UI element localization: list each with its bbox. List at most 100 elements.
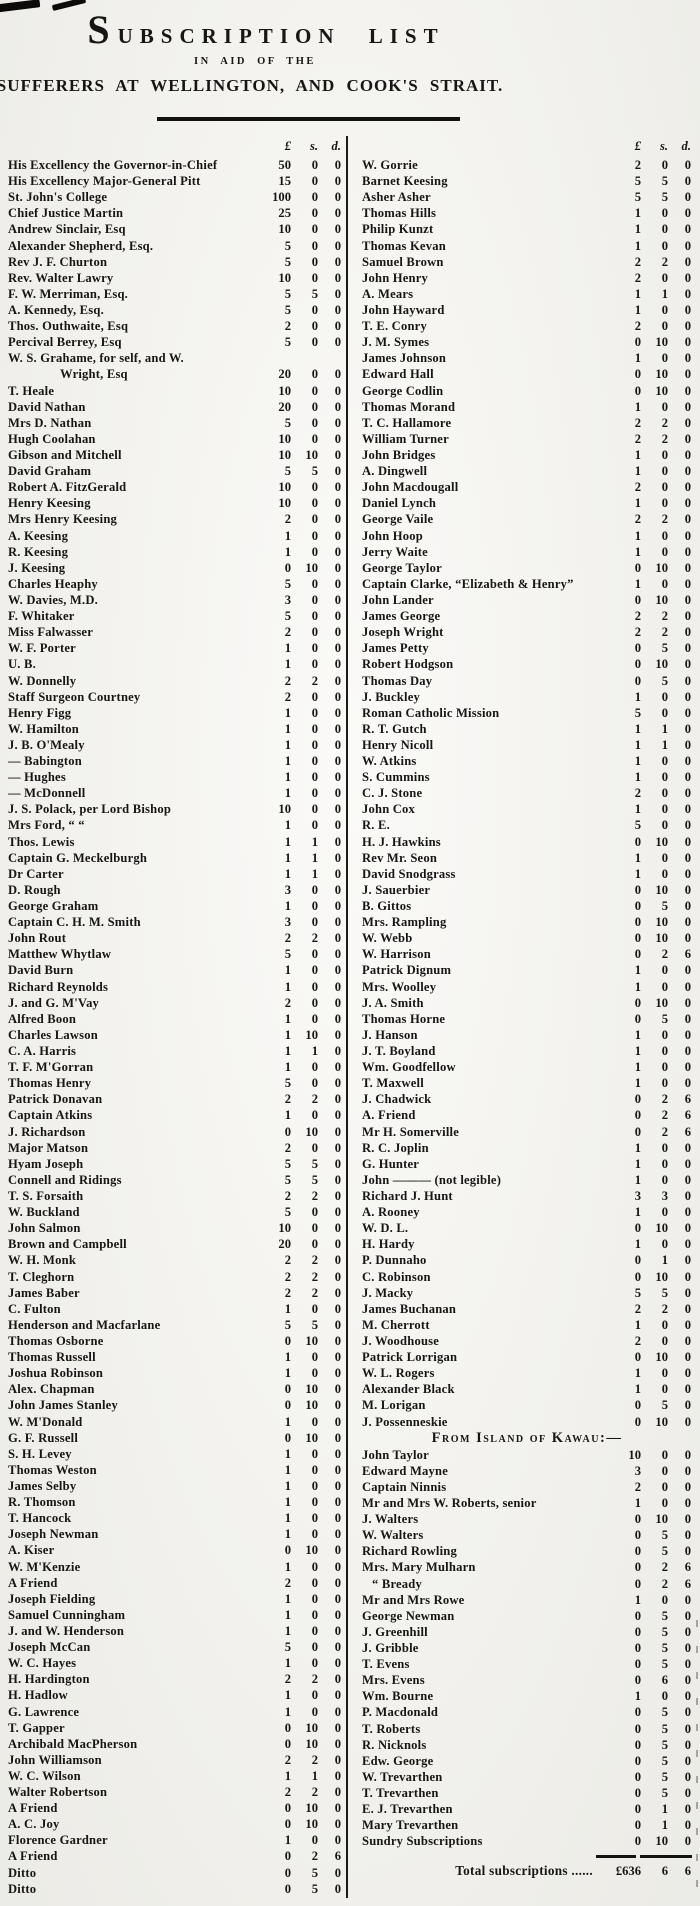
amount-pounds: 5 (284, 576, 291, 591)
subscriber-name: R. E. (362, 818, 390, 833)
total-rule-shillings-pence (640, 1855, 692, 1859)
subscription-row: James George 2 2 0 (362, 608, 692, 624)
subscription-row: Captain Ninnis 2 0 0 (362, 1479, 692, 1495)
subscriber-name: J. and W. Henderson (8, 1623, 125, 1638)
amount-pence: 0 (684, 1011, 691, 1026)
amount-pence: 0 (334, 222, 341, 237)
subscriber-name: Mrs. Mary Mulharn (362, 1560, 476, 1575)
subscriber-name: W. Webb (362, 931, 413, 946)
amount-pence: 0 (684, 1640, 691, 1655)
amount-shillings: 0 (661, 496, 668, 511)
subscriber-name: Joseph Newman (8, 1527, 99, 1542)
amount-pounds: 3 (634, 1189, 641, 1203)
amount-pence: 0 (334, 286, 341, 301)
amount-pounds: 0 (284, 1430, 291, 1445)
subscription-row: H. J. Hawkins 0 10 0 (362, 834, 692, 850)
amount-pence: 6 (334, 1849, 341, 1864)
amount-shillings: 0 (661, 1592, 668, 1607)
amount-shillings: 0 (661, 528, 668, 543)
amount-pounds: 1 (284, 1011, 291, 1026)
amount-pence: 0 (684, 399, 691, 414)
subscriber-name: Mrs D. Nathan (8, 415, 92, 430)
amount-pence: 0 (334, 1350, 341, 1365)
amount-pounds: 1 (284, 1108, 291, 1123)
subscription-row: A. Dingwell 1 0 0 (362, 463, 692, 479)
subscriber-name: Richard Rowling (362, 1544, 458, 1559)
amount-pence: 0 (334, 512, 341, 527)
amount-shillings: 0 (661, 963, 668, 978)
amount-shillings: 5 (311, 1317, 318, 1332)
amount-pence: 0 (334, 882, 341, 897)
subscriber-name: Thomas Kevan (362, 238, 446, 253)
subscription-row: Mary Trevarthen 0 1 0 (362, 1817, 692, 1833)
subscriber-name: Andrew Sinclair, Esq (8, 222, 126, 237)
amount-pence: 6 (684, 947, 691, 962)
subscription-row: Mrs. Mary Mulharn 0 2 6 (362, 1559, 692, 1575)
amount-shillings: 5 (661, 1544, 668, 1559)
subscription-row: Mrs D. Nathan 5 0 0 (8, 415, 342, 431)
amount-pounds: 1 (634, 464, 641, 479)
amount-pence: 0 (684, 689, 691, 704)
amount-shillings: 0 (661, 576, 668, 591)
subscriber-name: H. Hardington (8, 1672, 90, 1687)
amount-pounds: 2 (634, 1479, 641, 1494)
subscriber-name: S. Cummins (362, 770, 430, 785)
subscriber-name: J. Buckley (362, 689, 420, 704)
amount-shillings: 10 (305, 1817, 318, 1832)
amount-shillings: 10 (305, 1398, 318, 1413)
amount-shillings: 0 (661, 1156, 668, 1171)
subscription-row: J. Greenhill 0 5 0 (362, 1624, 692, 1640)
amount-pence: 0 (684, 319, 691, 334)
amount-shillings: 2 (661, 431, 668, 446)
subscription-row: J. S. Polack, per Lord Bishop 10 0 0 (8, 801, 342, 817)
amount-pounds: 1 (284, 1623, 291, 1638)
amount-shillings: 0 (311, 802, 318, 817)
subscription-row: Hugh Coolahan 10 0 0 (8, 431, 342, 447)
amount-pounds: 1 (634, 1317, 641, 1332)
amount-pounds: 0 (634, 673, 641, 688)
amount-pounds: 0 (634, 882, 641, 897)
amount-pounds: 0 (634, 1398, 641, 1413)
amount-pence: 0 (334, 1366, 341, 1381)
subscriber-name: J. Sauerbier (362, 882, 431, 897)
subscription-row: Thomas Morand 1 0 0 (362, 399, 692, 415)
amount-pence: 0 (684, 721, 691, 736)
page-heading: SUFFERERS AT WELLINGTON, AND COOK'S STRA… (0, 76, 504, 95)
subscriber-name: Thomas Hills (362, 206, 437, 221)
subscription-row: D. Rough 3 0 0 (8, 882, 342, 898)
currency-header-spacer (362, 138, 609, 157)
amount-pounds: 0 (634, 1608, 641, 1623)
amount-pence: 6 (684, 1124, 691, 1139)
subscription-row: Thomas Henry 5 0 0 (8, 1075, 342, 1091)
amount-shillings: 2 (661, 1560, 668, 1575)
subscription-row: Wright, Esq 20 0 0 (8, 366, 342, 382)
subscription-row: Miss Falwasser 2 0 0 (8, 624, 342, 640)
subscriber-name: Chief Justice Martin (8, 206, 124, 221)
subscription-row: Joseph Fielding 1 0 0 (8, 1591, 342, 1607)
amount-pounds: 10 (278, 480, 291, 495)
subscription-row: C. A. Harris 1 1 0 (8, 1043, 342, 1059)
amount-shillings: 0 (311, 1366, 318, 1381)
amount-pounds: 1 (284, 1027, 291, 1042)
subscriber-name: Edward Mayne (362, 1463, 449, 1478)
subscriber-name: Patrick Donavan (8, 1092, 103, 1107)
amount-pounds: 0 (634, 1350, 641, 1365)
amount-shillings: 0 (311, 399, 318, 414)
subscriber-name: T. Heale (8, 383, 55, 398)
amount-shillings: 10 (655, 1269, 668, 1284)
amount-pence: 0 (334, 1285, 341, 1300)
subscription-row: Matthew Whytlaw 5 0 0 (8, 946, 342, 962)
amount-pence: 0 (684, 1027, 691, 1042)
amount-pence: 0 (334, 544, 341, 559)
subscriber-name: W. H. Monk (8, 1253, 77, 1268)
amount-pounds: 0 (634, 641, 641, 656)
amount-pounds: 0 (284, 560, 291, 575)
amount-pence: 0 (334, 1414, 341, 1429)
amount-pence: 0 (334, 1672, 341, 1687)
amount-pounds: 1 (284, 1527, 291, 1542)
amount-pence: 6 (684, 1576, 691, 1591)
amount-shillings: 0 (311, 947, 318, 962)
amount-pounds: 0 (634, 1640, 641, 1655)
amount-shillings: 0 (661, 1382, 668, 1397)
amount-shillings: 0 (311, 882, 318, 897)
